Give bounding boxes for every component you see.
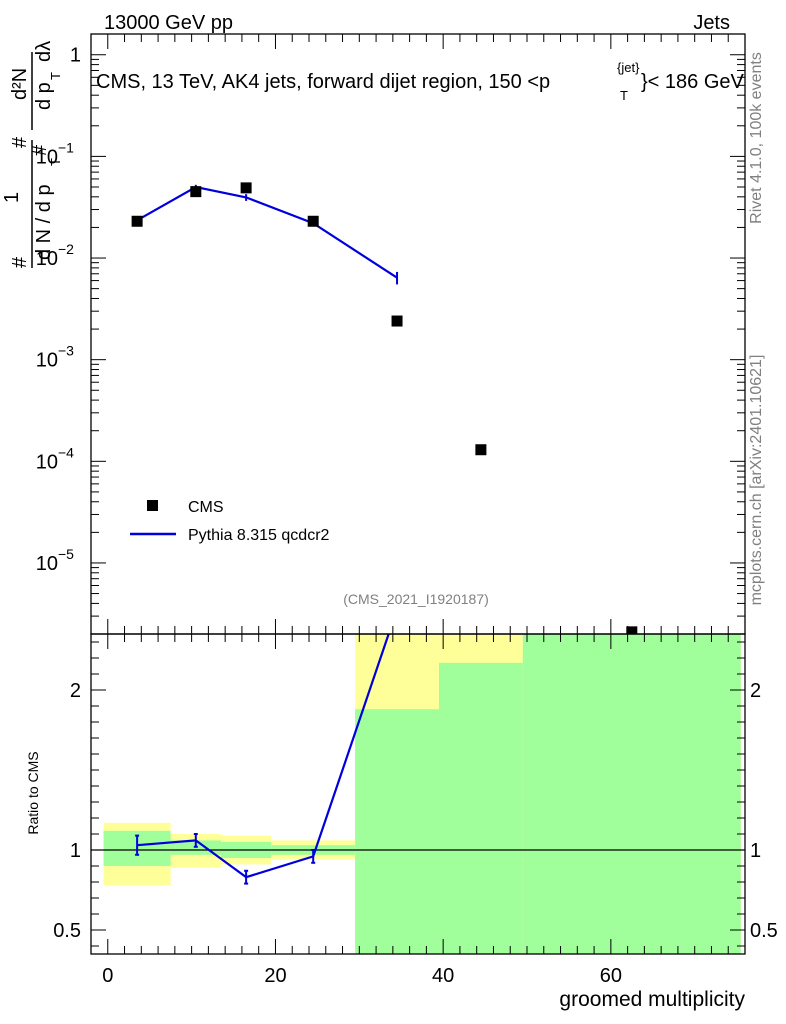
cms-marker-1 (190, 186, 202, 198)
xtick-label-1: 20 (264, 965, 286, 987)
legend-cms-marker (147, 500, 158, 511)
top-panel-frame (90, 33, 746, 635)
title-sub: T (620, 88, 628, 103)
ratio-panel-marks (91, 633, 745, 885)
top-ytick-label-exp-2: −2 (58, 241, 74, 257)
legend-pythia-label: Pythia 8.315 qcdcr2 (188, 527, 330, 544)
analysis-id: (CMS_2021_I1920187) (343, 591, 489, 607)
title-tail: }< 186 GeV (641, 71, 745, 93)
ylabel-hash-mid: # (9, 136, 31, 148)
top-panel-marks (131, 182, 638, 634)
pythia-line (136, 185, 398, 279)
ratio-ytick-label-left-0: 0.5 (53, 920, 81, 942)
legend-cms-label: CMS (188, 499, 224, 516)
ylabel-inner-den-p: d p (33, 82, 55, 110)
ylabel-outer-den-sub: T (48, 158, 63, 166)
ylabel-inner-den-lambda: dλ (33, 41, 55, 62)
header-left: 13000 GeV pp (104, 12, 233, 34)
ratio-y-axis-label: Ratio to CMS (25, 751, 41, 834)
cms-marker-2 (240, 182, 252, 194)
rivet-version-label: Rivet 4.1.0, 100k events (748, 52, 765, 224)
green-band-4 (355, 709, 439, 954)
top-ytick-label-base-4: 10 (36, 451, 58, 473)
top-ytick-label-exp-1: −1 (58, 139, 74, 155)
cms-marker-5 (475, 444, 487, 456)
ratio-ytick-label-right-0: 0.5 (750, 920, 778, 942)
top-y-axis-label: # d N / d p 1 # T # d p T d²N dλ (1, 41, 63, 268)
xtick-label-2: 40 (432, 965, 454, 987)
xtick-label-3: 60 (600, 965, 622, 987)
ratio-ytick-label-left-1: 1 (70, 840, 81, 862)
top-ytick-label-exp-3: −3 (58, 343, 74, 359)
ylabel-hash-left: # (9, 256, 31, 268)
ratio-uncertainty-bands (103, 634, 741, 954)
title-main: CMS, 13 TeV, AK4 jets, forward dijet reg… (96, 71, 550, 93)
plot-title: CMS, 13 TeV, AK4 jets, forward dijet reg… (96, 60, 745, 103)
ylabel-inner-den-sub: T (48, 72, 63, 80)
ratio-ytick-label-left-2: 2 (70, 680, 81, 702)
ratio-ytick-label-right-2: 2 (750, 680, 761, 702)
ratio-ytick-label-right-1: 1 (750, 840, 761, 862)
top-ytick-label-base-1: 10 (36, 146, 58, 168)
green-band-6 (522, 634, 741, 954)
legend: CMS Pythia 8.315 qcdcr2 (130, 499, 330, 544)
top-ytick-label-base-2: 10 (36, 248, 58, 270)
cms-marker-4 (391, 315, 403, 327)
x-axis-label: groomed multiplicity (559, 988, 745, 1011)
title-sup: {jet} (617, 60, 640, 75)
ylabel-inner-num: d²N (9, 68, 31, 100)
green-band-5 (438, 662, 523, 954)
top-ytick-label-exp-5: −5 (58, 546, 74, 562)
header-right: Jets (693, 12, 730, 34)
cms-marker-0 (131, 215, 143, 227)
top-ytick-label-base-5: 10 (36, 553, 58, 575)
top-ytick-label-0: 1 (70, 45, 81, 67)
axes: 110−110−210−310−410 −50.5 0.51 12 20 20 40 60 (36, 33, 778, 987)
mcplots-url-label: mcplots.cern.ch [arXiv:2401.10621] (748, 355, 765, 606)
ratio-panel-frame (90, 633, 746, 955)
top-ytick-label-base-3: 10 (36, 350, 58, 372)
ylabel-outer-num: 1 (1, 192, 23, 203)
top-ytick-label-exp-4: −4 (58, 444, 74, 460)
ylabel-outer-den-hash: # (29, 144, 51, 156)
cms-marker-3 (307, 215, 319, 227)
cms-marker-6 (626, 626, 638, 634)
xtick-label-0: 0 (102, 965, 113, 987)
ylabel-outer-den: d N / d p (33, 184, 55, 260)
